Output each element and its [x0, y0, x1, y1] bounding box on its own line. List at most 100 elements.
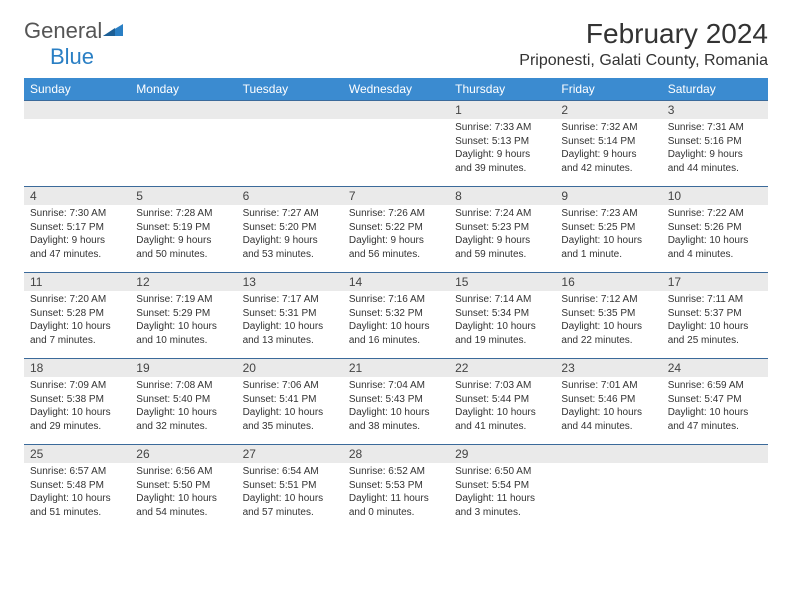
calendar-empty-cell: [130, 101, 236, 187]
day-content: Sunrise: 7:20 AMSunset: 5:28 PMDaylight:…: [24, 291, 130, 351]
weekday-header: Saturday: [662, 78, 768, 101]
sunset-line: Sunset: 5:38 PM: [30, 393, 124, 407]
daylight-line: Daylight: 10 hours and 41 minutes.: [455, 406, 549, 433]
calendar-day-cell: 27Sunrise: 6:54 AMSunset: 5:51 PMDayligh…: [237, 445, 343, 531]
sunrise-line: Sunrise: 7:31 AM: [668, 121, 762, 135]
day-content: Sunrise: 7:09 AMSunset: 5:38 PMDaylight:…: [24, 377, 130, 437]
sunrise-line: Sunrise: 7:24 AM: [455, 207, 549, 221]
sunrise-line: Sunrise: 7:33 AM: [455, 121, 549, 135]
day-number-empty: [662, 445, 768, 463]
day-content: Sunrise: 7:08 AMSunset: 5:40 PMDaylight:…: [130, 377, 236, 437]
day-number: 7: [343, 187, 449, 205]
daylight-line: Daylight: 9 hours and 50 minutes.: [136, 234, 230, 261]
calendar-day-cell: 25Sunrise: 6:57 AMSunset: 5:48 PMDayligh…: [24, 445, 130, 531]
daylight-line: Daylight: 10 hours and 22 minutes.: [561, 320, 655, 347]
sunset-line: Sunset: 5:43 PM: [349, 393, 443, 407]
calendar-day-cell: 5Sunrise: 7:28 AMSunset: 5:19 PMDaylight…: [130, 187, 236, 273]
sunset-line: Sunset: 5:35 PM: [561, 307, 655, 321]
daylight-line: Daylight: 9 hours and 39 minutes.: [455, 148, 549, 175]
daylight-line: Daylight: 10 hours and 25 minutes.: [668, 320, 762, 347]
daylight-line: Daylight: 11 hours and 0 minutes.: [349, 492, 443, 519]
day-number: 27: [237, 445, 343, 463]
day-number: 4: [24, 187, 130, 205]
month-title: February 2024: [519, 18, 768, 50]
daylight-line: Daylight: 9 hours and 56 minutes.: [349, 234, 443, 261]
sunrise-line: Sunrise: 7:16 AM: [349, 293, 443, 307]
calendar-day-cell: 17Sunrise: 7:11 AMSunset: 5:37 PMDayligh…: [662, 273, 768, 359]
calendar-empty-cell: [237, 101, 343, 187]
daylight-line: Daylight: 10 hours and 54 minutes.: [136, 492, 230, 519]
sunrise-line: Sunrise: 6:50 AM: [455, 465, 549, 479]
day-number-empty: [130, 101, 236, 119]
weekday-header: Friday: [555, 78, 661, 101]
calendar-day-cell: 29Sunrise: 6:50 AMSunset: 5:54 PMDayligh…: [449, 445, 555, 531]
daylight-line: Daylight: 11 hours and 3 minutes.: [455, 492, 549, 519]
day-number: 16: [555, 273, 661, 291]
day-content: Sunrise: 7:04 AMSunset: 5:43 PMDaylight:…: [343, 377, 449, 437]
day-content: Sunrise: 7:27 AMSunset: 5:20 PMDaylight:…: [237, 205, 343, 265]
daylight-line: Daylight: 9 hours and 53 minutes.: [243, 234, 337, 261]
sunrise-line: Sunrise: 7:28 AM: [136, 207, 230, 221]
day-content: Sunrise: 7:28 AMSunset: 5:19 PMDaylight:…: [130, 205, 236, 265]
daylight-line: Daylight: 10 hours and 7 minutes.: [30, 320, 124, 347]
sunset-line: Sunset: 5:28 PM: [30, 307, 124, 321]
logo-text: General Blue: [24, 18, 123, 70]
sunset-line: Sunset: 5:16 PM: [668, 135, 762, 149]
sunrise-line: Sunrise: 7:27 AM: [243, 207, 337, 221]
sunrise-line: Sunrise: 7:23 AM: [561, 207, 655, 221]
day-number: 19: [130, 359, 236, 377]
sunrise-line: Sunrise: 7:30 AM: [30, 207, 124, 221]
calendar-day-cell: 23Sunrise: 7:01 AMSunset: 5:46 PMDayligh…: [555, 359, 661, 445]
sunset-line: Sunset: 5:46 PM: [561, 393, 655, 407]
calendar-day-cell: 10 Sunrise: 7:22 AMSunset: 5:26 PMDayligh…: [662, 187, 768, 273]
calendar-day-cell: 28Sunrise: 6:52 AMSunset: 5:53 PMDayligh…: [343, 445, 449, 531]
day-content: Sunrise: 7:16 AMSunset: 5:32 PMDaylight:…: [343, 291, 449, 351]
sunset-line: Sunset: 5:26 PM: [668, 221, 762, 235]
day-number-empty: [343, 101, 449, 119]
calendar-day-cell: 6Sunrise: 7:27 AMSunset: 5:20 PMDaylight…: [237, 187, 343, 273]
sunrise-line: Sunrise: 6:57 AM: [30, 465, 124, 479]
sunset-line: Sunset: 5:22 PM: [349, 221, 443, 235]
day-content: Sunrise: 7:19 AMSunset: 5:29 PMDaylight:…: [130, 291, 236, 351]
calendar-day-cell: 7Sunrise: 7:26 AMSunset: 5:22 PMDaylight…: [343, 187, 449, 273]
daylight-line: Daylight: 10 hours and 13 minutes.: [243, 320, 337, 347]
sunrise-line: Sunrise: 7:32 AM: [561, 121, 655, 135]
calendar-day-cell: 3Sunrise: 7:31 AMSunset: 5:16 PMDaylight…: [662, 101, 768, 187]
day-number: 5: [130, 187, 236, 205]
day-number: 12: [130, 273, 236, 291]
calendar-empty-cell: [343, 101, 449, 187]
day-number: 14: [343, 273, 449, 291]
daylight-line: Daylight: 10 hours and 57 minutes.: [243, 492, 337, 519]
sunrise-line: Sunrise: 7:09 AM: [30, 379, 124, 393]
day-content: Sunrise: 7:32 AMSunset: 5:14 PMDaylight:…: [555, 119, 661, 179]
daylight-line: Daylight: 10 hours and 4 minutes.: [668, 234, 762, 261]
day-number: 17: [662, 273, 768, 291]
sunset-line: Sunset: 5:17 PM: [30, 221, 124, 235]
day-number: 10: [662, 187, 768, 205]
day-number: 6: [237, 187, 343, 205]
calendar-day-cell: 18Sunrise: 7:09 AMSunset: 5:38 PMDayligh…: [24, 359, 130, 445]
logo-triangle-icon: [103, 18, 123, 44]
day-content: Sunrise: 6:50 AMSunset: 5:54 PMDaylight:…: [449, 463, 555, 523]
calendar-day-cell: 13Sunrise: 7:17 AMSunset: 5:31 PMDayligh…: [237, 273, 343, 359]
calendar-day-cell: 19Sunrise: 7:08 AMSunset: 5:40 PMDayligh…: [130, 359, 236, 445]
day-content: Sunrise: 7:31 AMSunset: 5:16 PMDaylight:…: [662, 119, 768, 179]
sunrise-line: Sunrise: 7:19 AM: [136, 293, 230, 307]
daylight-line: Daylight: 9 hours and 42 minutes.: [561, 148, 655, 175]
sunrise-line: Sunrise: 7:11 AM: [668, 293, 762, 307]
day-number: 11: [24, 273, 130, 291]
day-number: 1: [449, 101, 555, 119]
sunrise-line: Sunrise: 7:06 AM: [243, 379, 337, 393]
sunset-line: Sunset: 5:31 PM: [243, 307, 337, 321]
calendar-week-row: 11Sunrise: 7:20 AMSunset: 5:28 PMDayligh…: [24, 273, 768, 359]
sunrise-line: Sunrise: 7:14 AM: [455, 293, 549, 307]
calendar-empty-cell: [662, 445, 768, 531]
sunset-line: Sunset: 5:47 PM: [668, 393, 762, 407]
day-content: Sunrise: 6:52 AMSunset: 5:53 PMDaylight:…: [343, 463, 449, 523]
sunrise-line: Sunrise: 7:22 AM: [668, 207, 762, 221]
day-number: 23: [555, 359, 661, 377]
day-content: Sunrise: 7:33 AMSunset: 5:13 PMDaylight:…: [449, 119, 555, 179]
sunset-line: Sunset: 5:41 PM: [243, 393, 337, 407]
calendar-week-row: 4 Sunrise: 7:30 AMSunset: 5:17 PM Daylight…: [24, 187, 768, 273]
sunset-line: Sunset: 5:19 PM: [136, 221, 230, 235]
